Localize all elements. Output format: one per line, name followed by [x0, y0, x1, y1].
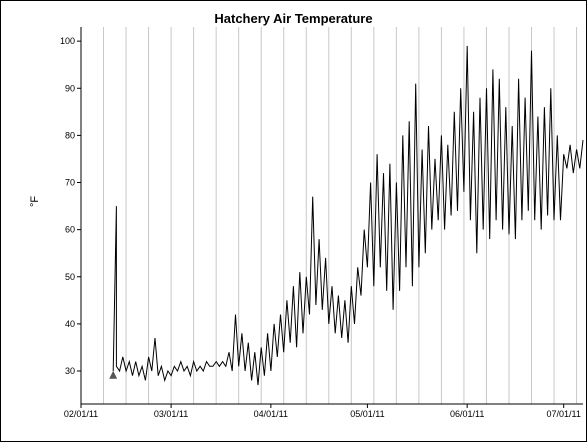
y-tick-label: 80 [65, 130, 75, 140]
x-tick-label: 05/01/11 [350, 409, 384, 419]
y-tick-label: 30 [65, 366, 75, 376]
series-line [112, 45, 584, 386]
y-tick-label: 40 [65, 319, 75, 329]
x-tick-label: 07/01/11 [547, 409, 581, 419]
y-tick-label: 70 [65, 178, 75, 188]
x-tick-label: 04/01/11 [254, 409, 288, 419]
y-tick-label: 100 [60, 36, 75, 46]
x-tick-label: 06/01/11 [450, 409, 484, 419]
x-tick-label: 03/01/11 [154, 409, 188, 419]
start-marker-triangle [109, 370, 118, 379]
y-tick-label: 60 [65, 225, 75, 235]
y-tick-label: 50 [65, 272, 75, 282]
x-tick-label: 02/01/11 [64, 409, 98, 419]
chart-title: Hatchery Air Temperature [214, 11, 373, 26]
y-tick-label: 90 [65, 83, 75, 93]
